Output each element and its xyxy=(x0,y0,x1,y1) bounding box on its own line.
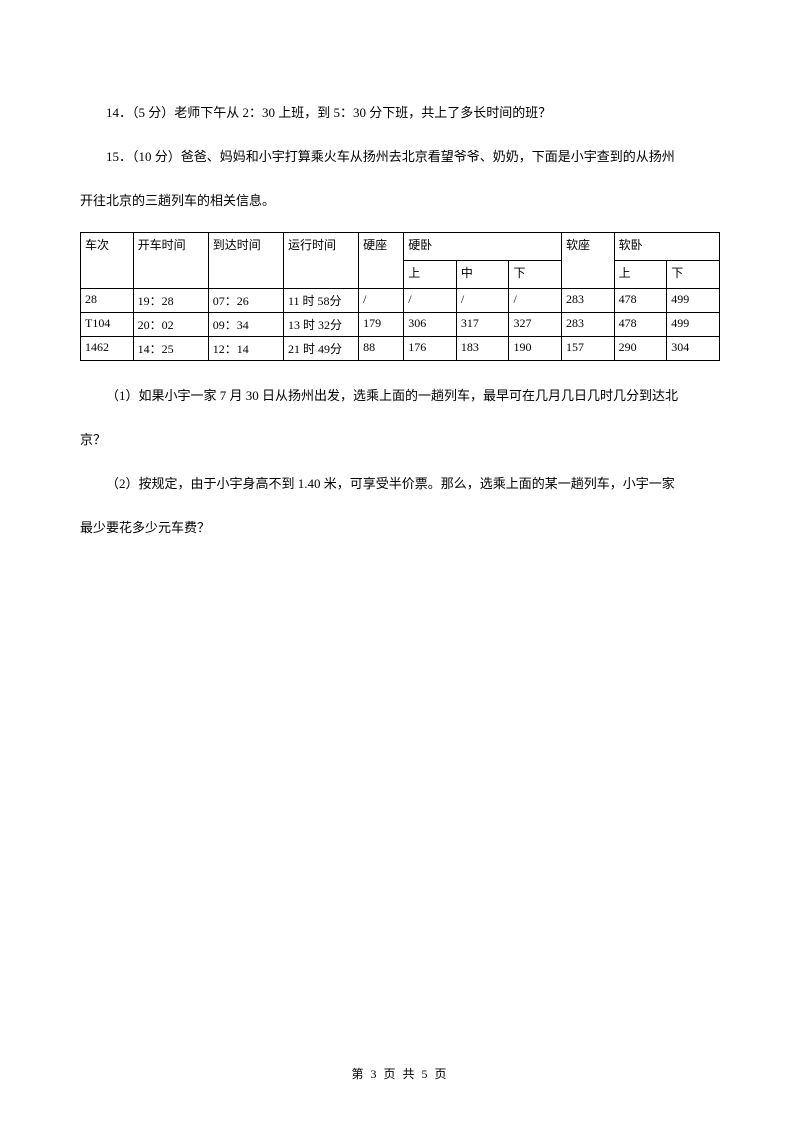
header-softsleeper: 软卧 xyxy=(614,233,719,261)
sub-question-1-line1: （1）如果小宇一家 7 月 30 日从扬州出发，选乘上面的一趟列车，最早可在几月… xyxy=(80,383,720,409)
cell-hs-upper: 176 xyxy=(404,337,457,361)
sub-question-2-line2: 最少要花多少元车费？ xyxy=(80,515,720,541)
cell-duration: 11 时 58分 xyxy=(283,289,358,313)
header-hs-middle: 中 xyxy=(456,261,509,289)
cell-ss-upper: 478 xyxy=(614,289,667,313)
cell-ss-lower: 499 xyxy=(667,289,720,313)
cell-softseat: 157 xyxy=(562,337,615,361)
cell-train: 1462 xyxy=(81,337,134,361)
header-arrive: 到达时间 xyxy=(208,233,283,289)
cell-hs-upper: / xyxy=(404,289,457,313)
table-row: T104 20：02 09：34 13 时 32分 179 306 317 32… xyxy=(81,313,720,337)
cell-depart: 20：02 xyxy=(133,313,208,337)
page-footer: 第 3 页 共 5 页 xyxy=(0,1065,800,1082)
table-row: 28 19：28 07：26 11 时 58分 / / / / 283 478 … xyxy=(81,289,720,313)
cell-ss-upper: 290 xyxy=(614,337,667,361)
cell-ss-lower: 304 xyxy=(667,337,720,361)
cell-ss-lower: 499 xyxy=(667,313,720,337)
cell-hardseat: 179 xyxy=(359,313,404,337)
cell-hs-upper: 306 xyxy=(404,313,457,337)
train-table: 车次 开车时间 到达时间 运行时间 硬座 硬卧 软座 软卧 上 中 下 上 下 … xyxy=(80,232,720,361)
train-table-container: 车次 开车时间 到达时间 运行时间 硬座 硬卧 软座 软卧 上 中 下 上 下 … xyxy=(80,232,720,361)
cell-hs-lower: 327 xyxy=(509,313,562,337)
cell-hardseat: / xyxy=(359,289,404,313)
sub-question-1-line2: 京？ xyxy=(80,427,720,453)
header-ss-lower: 下 xyxy=(667,261,720,289)
question-14: 14．（5 分）老师下午从 2：30 上班，到 5：30 分下班，共上了多长时间… xyxy=(80,100,720,126)
header-depart: 开车时间 xyxy=(133,233,208,289)
cell-ss-upper: 478 xyxy=(614,313,667,337)
cell-hs-middle: 183 xyxy=(456,337,509,361)
cell-hs-lower: 190 xyxy=(509,337,562,361)
cell-arrive: 12：14 xyxy=(208,337,283,361)
cell-hs-middle: 317 xyxy=(456,313,509,337)
header-hs-lower: 下 xyxy=(509,261,562,289)
sub-question-2-line1: （2）按规定，由于小宇身高不到 1.40 米，可享受半价票。那么，选乘上面的某一… xyxy=(80,471,720,497)
header-hs-upper: 上 xyxy=(404,261,457,289)
cell-softseat: 283 xyxy=(562,289,615,313)
header-hardseat: 硬座 xyxy=(359,233,404,289)
cell-duration: 13 时 32分 xyxy=(283,313,358,337)
cell-duration: 21 时 49分 xyxy=(283,337,358,361)
cell-hs-middle: / xyxy=(456,289,509,313)
question-15-line1: 15．（10 分）爸爸、妈妈和小宇打算乘火车从扬州去北京看望爷爷、奶奶，下面是小… xyxy=(80,144,720,170)
cell-softseat: 283 xyxy=(562,313,615,337)
table-header-row1: 车次 开车时间 到达时间 运行时间 硬座 硬卧 软座 软卧 xyxy=(81,233,720,261)
cell-arrive: 07：26 xyxy=(208,289,283,313)
cell-depart: 14：25 xyxy=(133,337,208,361)
question-15-line2: 开往北京的三趟列车的相关信息。 xyxy=(80,188,720,214)
header-softseat: 软座 xyxy=(562,233,615,289)
header-ss-upper: 上 xyxy=(614,261,667,289)
table-row: 1462 14：25 12：14 21 时 49分 88 176 183 190… xyxy=(81,337,720,361)
header-hardsleeper: 硬卧 xyxy=(404,233,562,261)
header-duration: 运行时间 xyxy=(283,233,358,289)
cell-train: T104 xyxy=(81,313,134,337)
header-train: 车次 xyxy=(81,233,134,289)
cell-hs-lower: / xyxy=(509,289,562,313)
cell-depart: 19：28 xyxy=(133,289,208,313)
cell-train: 28 xyxy=(81,289,134,313)
cell-hardseat: 88 xyxy=(359,337,404,361)
cell-arrive: 09：34 xyxy=(208,313,283,337)
